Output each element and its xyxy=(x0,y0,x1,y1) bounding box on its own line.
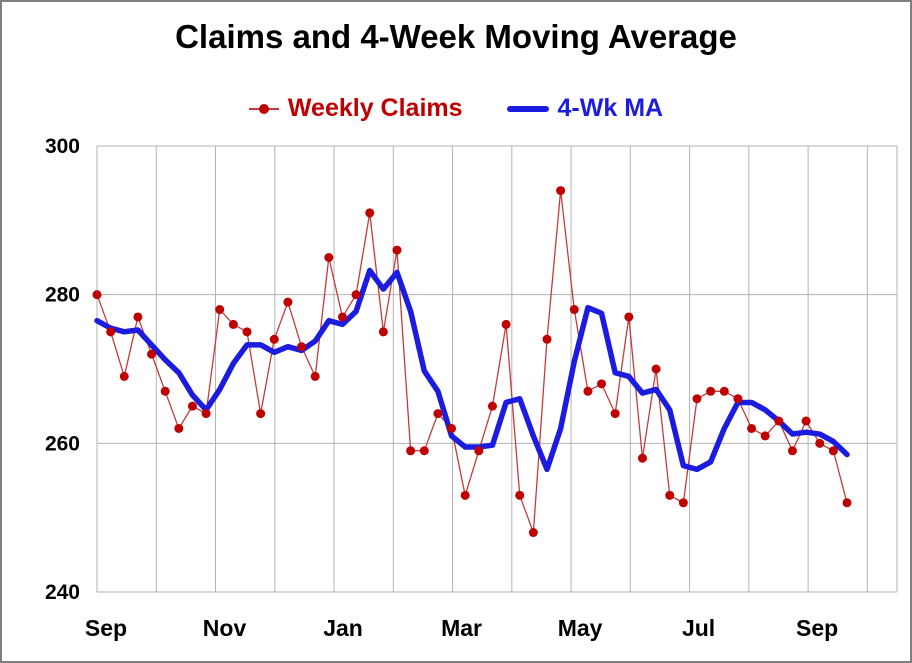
x-axis-labels: Sep Nov Jan Mar May Jul Sep xyxy=(85,615,838,641)
weekly-claims-point xyxy=(719,386,729,396)
weekly-claims-point xyxy=(706,386,716,396)
weekly-claims-point xyxy=(433,409,443,419)
weekly-claims-point xyxy=(351,290,361,300)
weekly-claims-point xyxy=(815,438,825,448)
x-tick-label: Nov xyxy=(203,615,247,641)
x-tick-label: Jul xyxy=(682,615,715,641)
weekly-claims-point xyxy=(133,312,143,322)
weekly-claims-marker-icon xyxy=(248,103,279,115)
weekly-claims-point xyxy=(597,379,607,389)
chart-legend: Weekly Claims 4-Wk MA xyxy=(2,94,910,123)
weekly-claims-point xyxy=(392,245,402,255)
gridlines xyxy=(96,145,898,593)
y-tick-label: 240 xyxy=(45,581,80,604)
weekly-claims-point xyxy=(624,312,634,322)
x-tick-label: Jan xyxy=(323,615,363,641)
weekly-claims-point xyxy=(542,334,552,344)
legend-label-weekly-claims: Weekly Claims xyxy=(287,94,463,122)
weekly-claims-point xyxy=(610,409,620,419)
weekly-claims-point xyxy=(787,446,797,456)
weekly-claims-point xyxy=(310,371,320,381)
weekly-claims-point xyxy=(760,431,770,441)
weekly-claims-point xyxy=(92,290,102,300)
weekly-claims-point xyxy=(842,498,852,508)
weekly-claims-point xyxy=(215,305,225,315)
ma-line xyxy=(94,267,850,473)
weekly-claims-point xyxy=(106,327,116,337)
weekly-claims-point xyxy=(692,394,702,404)
x-tick-label: Sep xyxy=(796,615,838,641)
weekly-claims-point xyxy=(747,423,757,433)
weekly-claims-markers xyxy=(92,186,852,538)
weekly-claims-point xyxy=(474,446,484,456)
weekly-claims-point xyxy=(269,334,279,344)
y-tick-label: 260 xyxy=(45,432,80,455)
weekly-claims-point xyxy=(637,453,647,463)
weekly-claims-point xyxy=(119,371,129,381)
weekly-claims-point xyxy=(733,394,743,404)
weekly-claims-line xyxy=(96,190,848,533)
weekly-claims-point xyxy=(378,327,388,337)
legend-item-ma: 4-Wk MA xyxy=(506,94,664,123)
weekly-claims-point xyxy=(447,423,457,433)
weekly-claims-point xyxy=(828,446,838,456)
weekly-claims-point xyxy=(419,446,429,456)
weekly-claims-point xyxy=(665,490,675,500)
weekly-claims-point xyxy=(569,305,579,315)
weekly-claims-point xyxy=(487,401,497,411)
weekly-claims-point xyxy=(228,319,238,329)
weekly-claims-marker-dot xyxy=(258,103,269,114)
weekly-claims-point xyxy=(256,409,266,419)
weekly-claims-point xyxy=(801,416,811,426)
x-tick-label: May xyxy=(558,615,603,641)
legend-label-ma: 4-Wk MA xyxy=(557,94,664,122)
weekly-claims-point xyxy=(365,208,375,218)
weekly-claims-point xyxy=(242,327,252,337)
weekly-claims-point xyxy=(501,319,511,329)
x-tick-label: Mar xyxy=(441,615,482,641)
weekly-claims-point xyxy=(324,253,334,262)
y-tick-label: 280 xyxy=(45,284,80,307)
weekly-claims-point xyxy=(583,386,593,396)
weekly-claims-point xyxy=(556,186,566,196)
weekly-claims-point xyxy=(297,342,307,352)
y-axis-labels: 240 260 280 300 xyxy=(45,135,80,604)
legend-item-weekly-claims: Weekly Claims xyxy=(248,94,463,123)
weekly-claims-point xyxy=(678,498,688,508)
weekly-claims-point xyxy=(515,490,525,500)
weekly-claims-point xyxy=(774,416,784,426)
x-tick-label: Sep xyxy=(85,615,127,641)
chart-title: Claims and 4-Week Moving Average xyxy=(175,18,737,55)
weekly-claims-point xyxy=(460,490,470,500)
weekly-claims-point xyxy=(283,297,293,307)
weekly-claims-point xyxy=(337,312,347,322)
weekly-claims-point xyxy=(160,386,170,396)
y-tick-label: 300 xyxy=(45,135,80,158)
weekly-claims-point xyxy=(651,364,661,374)
weekly-claims-point xyxy=(528,528,538,538)
weekly-claims-point xyxy=(174,423,184,433)
ma-marker-icon xyxy=(506,105,549,112)
weekly-claims-point xyxy=(147,349,157,359)
weekly-claims-point xyxy=(406,446,416,456)
weekly-claims-point xyxy=(187,401,197,411)
weekly-claims-point xyxy=(201,409,211,419)
